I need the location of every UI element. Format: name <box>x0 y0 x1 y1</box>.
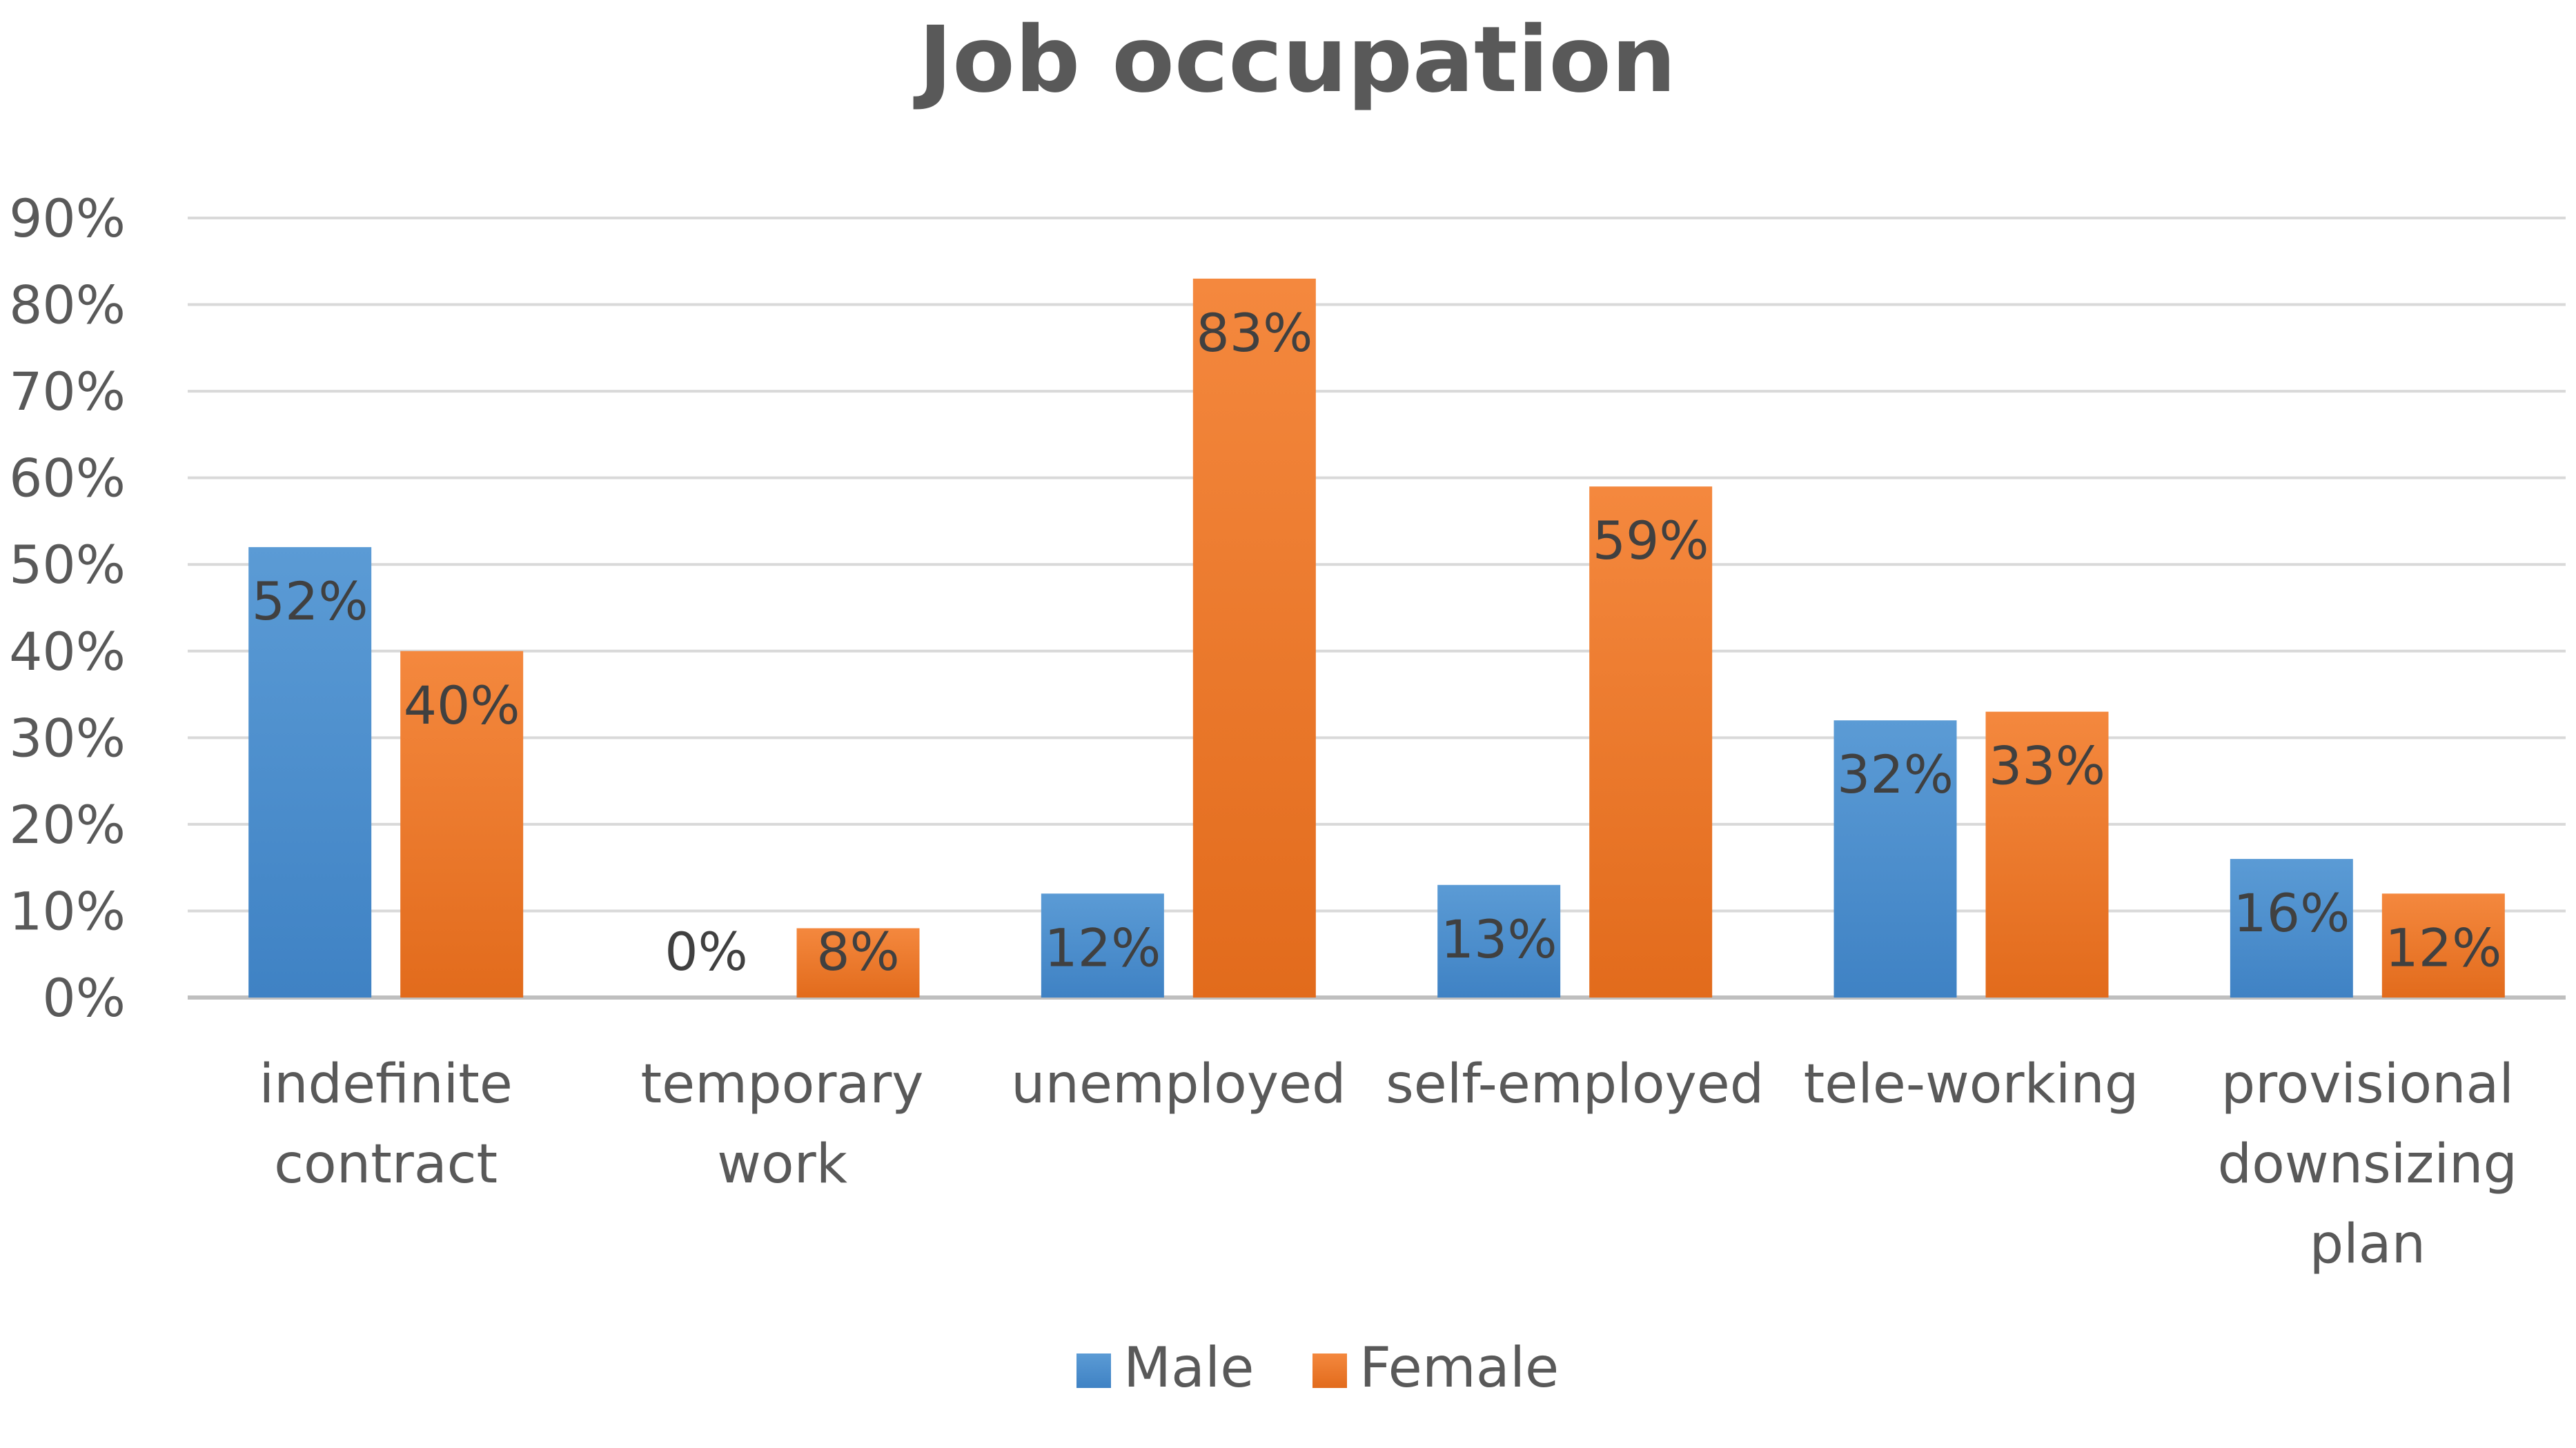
data-label-female: 40% <box>404 675 520 736</box>
legend-label-female: Female <box>1359 1336 1559 1400</box>
data-label-male: 16% <box>2233 882 2350 944</box>
y-tick-label: 0% <box>42 967 126 1029</box>
legend-swatch-female <box>1312 1353 1347 1388</box>
category-label: indefinite contract <box>259 1053 512 1196</box>
bar-female <box>796 928 920 998</box>
y-tick-label: 50% <box>9 534 126 595</box>
y-tick-label: 40% <box>9 621 126 682</box>
data-label-female: 33% <box>1989 735 2105 797</box>
y-tick-label: 70% <box>9 361 126 422</box>
y-tick-label: 20% <box>9 794 126 855</box>
data-label-male: 12% <box>1044 917 1161 978</box>
chart-title: Job occupation <box>913 7 1676 113</box>
legend: Male Female <box>1076 1336 1559 1400</box>
data-label-male: 13% <box>1441 909 1557 970</box>
bar-male <box>1437 884 1561 998</box>
data-label-female: 12% <box>2385 917 2501 978</box>
gridlines <box>188 217 2566 1000</box>
bar-female <box>1589 486 1713 998</box>
bars <box>248 278 2505 998</box>
data-labels: 52% 40% 0% 8% 12% 83% 13% 59% 32% 33% 16% 12% <box>252 302 2502 982</box>
category-label: tele-working <box>1804 1053 2139 1115</box>
y-tick-label: 60% <box>9 448 126 509</box>
y-tick-label: 80% <box>9 275 126 336</box>
y-axis-tick-labels: 0% 10% 20% 30% 40% 50% 60% 70% 80% 90% <box>9 188 126 1029</box>
data-label-female: 83% <box>1196 302 1312 364</box>
bar-female <box>2381 893 2505 998</box>
data-label-male: 52% <box>252 571 368 632</box>
legend-swatch-male <box>1076 1353 1111 1388</box>
bar-male <box>1833 720 1957 998</box>
category-label: unemployed <box>1011 1053 1346 1115</box>
bar-male <box>2230 859 2353 998</box>
data-label-female: 59% <box>1593 510 1709 571</box>
data-label-male: 0% <box>665 921 748 982</box>
bar-male <box>248 547 372 998</box>
bar-female <box>400 651 524 998</box>
category-label: temporary work <box>641 1053 924 1196</box>
bar-female <box>1985 711 2109 998</box>
y-tick-label: 30% <box>9 707 126 768</box>
bar-male <box>1041 893 1164 998</box>
legend-label-male: Male <box>1123 1336 1255 1400</box>
category-labels: indefinite contract temporary work unemploye… <box>259 1053 2517 1276</box>
bar-female <box>1192 278 1316 998</box>
data-label-female: 8% <box>816 921 900 982</box>
y-tick-label: 90% <box>9 188 126 249</box>
category-label: provisional downsizing plan <box>2218 1053 2517 1276</box>
data-label-male: 32% <box>1837 744 1954 805</box>
category-label: self-employed <box>1386 1053 1764 1115</box>
y-tick-label: 10% <box>9 880 126 942</box>
